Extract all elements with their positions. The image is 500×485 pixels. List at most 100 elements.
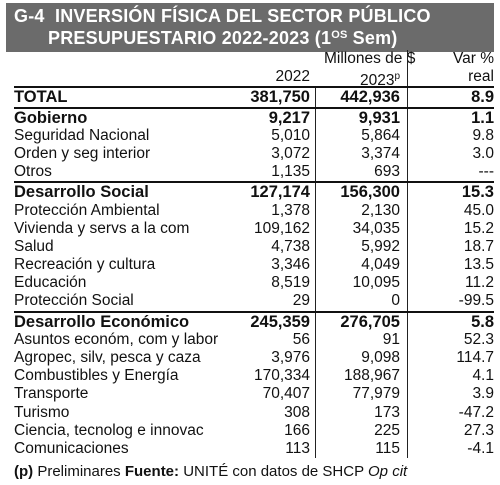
section-header-row: Desarrollo Económico 245,359 276,705 5.8 (14, 310, 494, 331)
column-divider (407, 439, 408, 459)
column-divider (407, 237, 408, 257)
column-divider (407, 274, 408, 293)
value-2022: 127,174 (250, 183, 310, 202)
var-label: Var % (452, 50, 494, 67)
row-label: Desarrollo Económico (14, 312, 190, 331)
column-divider (407, 108, 408, 127)
value-2023: 5,864 (361, 126, 400, 144)
value-2023: 9,931 (358, 108, 400, 127)
value-2023: 0 (391, 292, 400, 310)
column-divider (315, 163, 316, 182)
value-2023: 188,967 (343, 367, 400, 385)
value-var: -47.2 (458, 403, 494, 421)
value-var: 45.0 (463, 201, 494, 219)
row-label: Otros (14, 163, 52, 181)
table-row: Ciencia, tecnolog e innovac 166 225 27.3 (14, 421, 494, 440)
value-var: 13.5 (463, 256, 494, 274)
row-label: Recreación y cultura (14, 256, 156, 274)
table-row: Agropec, silv, pesca y caza 3,976 9,098 114… (14, 349, 494, 368)
value-2022: 3,072 (271, 144, 310, 162)
year-2023-header: 2023p (359, 71, 400, 90)
value-2023: 4,049 (361, 256, 400, 274)
value-var: -99.5 (458, 292, 494, 310)
column-divider (407, 403, 408, 422)
value-var: 4.1 (472, 367, 494, 385)
value-2022: 4,738 (271, 237, 310, 255)
column-divider (407, 68, 408, 87)
column-divider (315, 439, 316, 459)
column-divider (315, 108, 316, 127)
column-divider (407, 126, 408, 145)
table-row: Turismo 308 173 -47.2 (14, 403, 494, 422)
table-row: Vivienda y servs a la com 109,162 34,035 15… (14, 219, 494, 238)
value-2023: 77,979 (352, 385, 400, 403)
value-2022: 56 (292, 330, 310, 348)
table-row: Educación 8,519 10,095 11.2 (14, 274, 494, 293)
row-label: Transporte (14, 385, 89, 403)
value-2022: 308 (284, 403, 310, 421)
row-label: Combustibles y Energía (14, 367, 179, 385)
value-var: 52.3 (463, 330, 494, 348)
row-label: Seguridad Nacional (14, 126, 150, 144)
table-row: Salud 4,738 5,992 18.7 (14, 237, 494, 257)
value-2022: 1,378 (271, 201, 310, 219)
column-divider (315, 126, 316, 145)
table-row: Combustibles y Energía 170,334 188,967 4.1 (14, 367, 494, 386)
title-line-2: PRESUPUESTARIO 2022-2023 (1OS Sem) (48, 28, 398, 48)
table-row: Otros 1,135 693 --- (14, 163, 495, 182)
value-var: 11.2 (464, 274, 494, 292)
column-divider (315, 201, 316, 220)
column-divider (315, 367, 316, 386)
column-divider (407, 385, 408, 404)
row-label: Protección Social (14, 292, 134, 310)
value-2022: 109,162 (253, 219, 310, 237)
value-2022: 70,407 (262, 385, 310, 403)
column-divider (315, 256, 316, 275)
value-2023: 5,992 (361, 237, 400, 255)
value-2023: 91 (382, 330, 400, 348)
column-divider (407, 330, 408, 349)
row-label: Protección Ambiental (14, 201, 160, 219)
column-divider (315, 330, 316, 349)
column-divider (407, 50, 408, 69)
row-label: Desarrollo Social (14, 183, 149, 202)
sections: Gobierno 9,217 9,931 1.1 Seguridad Nacional 5… (14, 106, 495, 459)
column-divider (315, 292, 316, 311)
table-row: Comunicaciones 113 115 -4.1 (14, 439, 494, 459)
value-var: 114.7 (456, 349, 494, 366)
value-var: --- (478, 163, 495, 181)
value-var: 18.7 (463, 237, 494, 255)
table-row: Seguridad Nacional 5,010 5,864 9.8 (14, 126, 494, 145)
column-header-row-1: Millones de $ Var % (14, 50, 494, 69)
title-line-1: G-4 INVERSIÓN FÍSICA DEL SECTOR PÚBLICO (14, 7, 486, 26)
column-divider (315, 349, 316, 368)
column-divider (407, 312, 408, 331)
title-banner: G-4 INVERSIÓN FÍSICA DEL SECTOR PÚBLICO … (6, 3, 494, 52)
value-2023: 10,095 (352, 274, 400, 292)
value-var: 1.1 (471, 108, 494, 127)
var-sub-header: real (468, 68, 494, 86)
row-label: Comunicaciones (14, 439, 129, 457)
column-divider (315, 219, 316, 238)
row-label: Vivienda y servs a la com (14, 219, 190, 237)
value-2022: 9,217 (268, 108, 310, 127)
value-2023: 276,705 (340, 312, 400, 331)
column-divider (315, 312, 316, 331)
section-header-row: Gobierno 9,217 9,931 1.1 (14, 106, 494, 127)
column-divider (407, 349, 408, 368)
table-row: Recreación y cultura 3,346 4,049 13.5 (14, 256, 494, 275)
row-label: Turismo (14, 403, 70, 421)
value-var: 5.8 (471, 312, 494, 331)
value-var: 9.8 (472, 126, 494, 144)
column-divider (315, 144, 316, 164)
value-2022: 5,010 (271, 126, 310, 144)
value-2023: 173 (374, 403, 400, 421)
column-divider (407, 367, 408, 386)
value-2023: 2,130 (361, 201, 400, 219)
value-2023: 693 (374, 163, 400, 181)
column-header-row-2: 2022 2023p real (14, 68, 494, 89)
value-var: 3.9 (472, 385, 494, 403)
year-2022-header: 2022 (275, 68, 310, 86)
value-2022: 3,346 (271, 256, 310, 274)
value-2023: 34,035 (352, 219, 400, 237)
